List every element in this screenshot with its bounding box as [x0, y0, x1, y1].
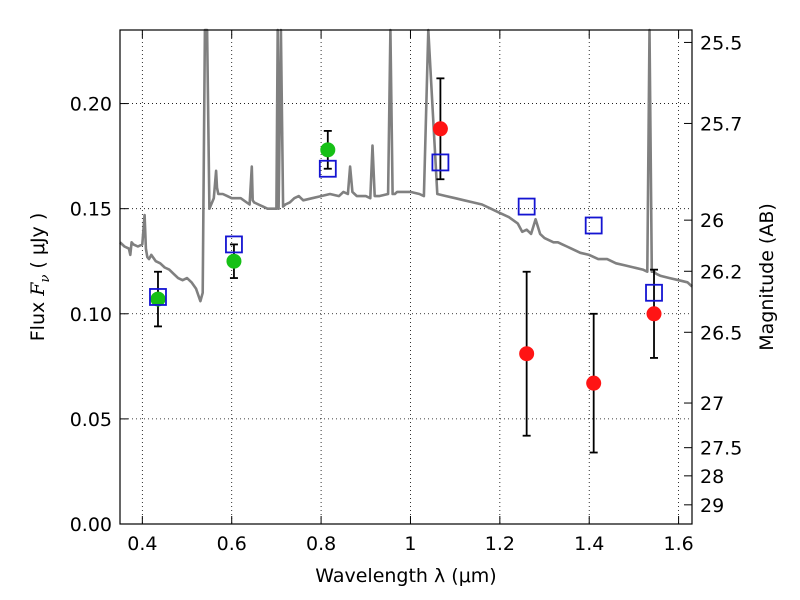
x-tick-label: 0.4	[127, 533, 157, 555]
magnitude-tick-label: 29	[700, 495, 724, 517]
x-tick-label: 1.6	[663, 533, 693, 555]
y-axis-label-left: Flux Fν ( μJy )	[27, 213, 53, 342]
green-data-point	[150, 291, 166, 307]
model-photometry-square	[645, 283, 663, 302]
grid-layer	[120, 30, 692, 525]
y-tick-label: 0.20	[70, 94, 112, 116]
x-tick-label: 1.4	[574, 533, 604, 555]
magnitude-tick-label: 27.5	[700, 438, 742, 460]
model-photometry-square	[584, 216, 603, 235]
tick-layer: 0.4 0.6 0.8 1 1.2 1.4 1.6 0.00 0.05 0.10 0.15 0.20 2…	[70, 30, 742, 555]
magnitude-tick-label: 27	[700, 393, 724, 415]
model-photometry-square	[149, 288, 167, 306]
magnitude-tick-label: 26.5	[700, 322, 742, 344]
model-spectrum-line	[119, 28, 693, 303]
red-data-point	[586, 375, 602, 391]
magnitude-tick-label: 25.5	[700, 32, 742, 54]
y-tick-label: 0.10	[70, 304, 112, 326]
model-photometry-square	[225, 235, 243, 254]
red-data-point	[646, 306, 662, 322]
marker-layer	[149, 121, 663, 391]
x-tick-label: 1.2	[485, 533, 515, 555]
model-photometry-square	[431, 153, 450, 172]
plot-frame	[119, 29, 693, 525]
x-tick-label: 0.8	[306, 533, 336, 555]
y-tick-label: 0.15	[70, 199, 112, 221]
red-data-point	[519, 346, 535, 362]
magnitude-tick-label: 26.2	[700, 261, 742, 283]
y-tick-label: 0.00	[70, 514, 112, 536]
magnitude-tick-label: 26	[700, 210, 724, 232]
magnitude-tick-label: 28	[700, 466, 724, 488]
green-data-point	[320, 142, 336, 158]
green-data-point	[226, 253, 242, 269]
y-tick-label: 0.05	[70, 409, 112, 431]
x-tick-label: 1	[404, 533, 416, 555]
spectrum-layer	[119, 28, 693, 303]
magnitude-tick-label: 25.7	[700, 113, 742, 135]
red-data-point	[432, 121, 448, 137]
model-photometry-square	[517, 197, 536, 216]
x-tick-label: 0.6	[217, 533, 247, 555]
y-axis-label-right: Magnitude (AB)	[756, 203, 778, 351]
model-photometry-square	[318, 159, 337, 178]
x-axis-label: Wavelength λ (μm)	[315, 565, 496, 587]
